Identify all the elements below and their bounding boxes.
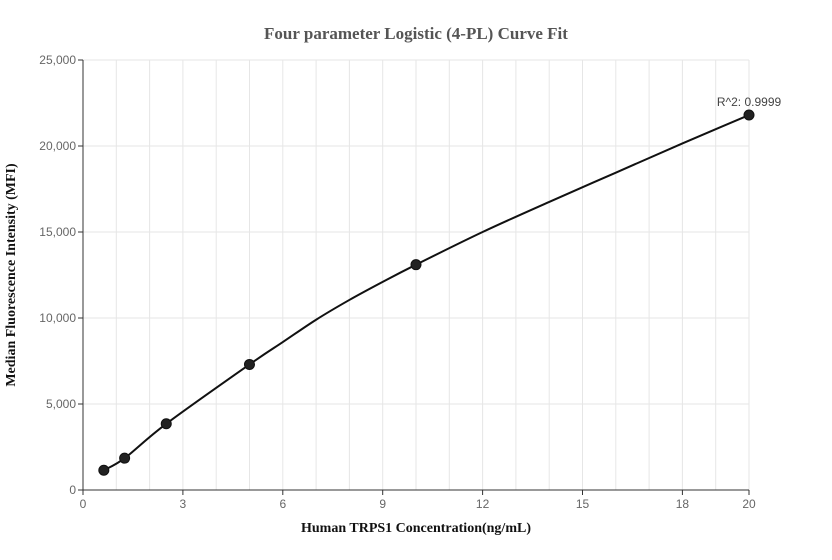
r-squared-annotation: R^2: 0.9999 [717, 95, 782, 109]
axes [82, 60, 749, 491]
y-tick-label: 5,000 [46, 397, 76, 411]
y-tick-label: 10,000 [39, 311, 76, 325]
data-point [98, 464, 110, 476]
x-tick-label: 3 [180, 497, 187, 511]
data-points [98, 109, 755, 476]
data-point [743, 109, 755, 121]
fit-curve-line [103, 114, 750, 472]
fit-curve-group [103, 114, 750, 472]
data-point [410, 259, 422, 271]
data-point [119, 452, 131, 464]
x-tick-label: 9 [379, 497, 386, 511]
x-tick-label: 18 [676, 497, 690, 511]
y-axis-ticks: 0 5,000 10,000 15,000 20,000 25,000 [39, 53, 83, 497]
y-tick-label: 25,000 [39, 53, 76, 67]
x-tick-label: 12 [476, 497, 490, 511]
x-tick-label: 0 [80, 497, 87, 511]
grid [83, 59, 750, 490]
x-axis-title: Human TRPS1 Concentration(ng/mL) [301, 521, 531, 536]
data-point [160, 418, 172, 430]
x-tick-label: 15 [576, 497, 590, 511]
x-tick-label: 6 [279, 497, 286, 511]
y-tick-label: 0 [69, 483, 76, 497]
y-tick-label: 15,000 [39, 225, 76, 239]
data-point [244, 358, 255, 370]
y-axis-title: Median Fluorescence Intensity (MFI) [4, 163, 19, 387]
x-tick-label: 20 [742, 497, 756, 511]
y-tick-label: 20,000 [39, 139, 76, 153]
chart-title: Four parameter Logistic (4-PL) Curve Fit [264, 24, 568, 43]
x-axis-ticks: 0 3 6 9 12 15 18 20 [80, 490, 756, 511]
